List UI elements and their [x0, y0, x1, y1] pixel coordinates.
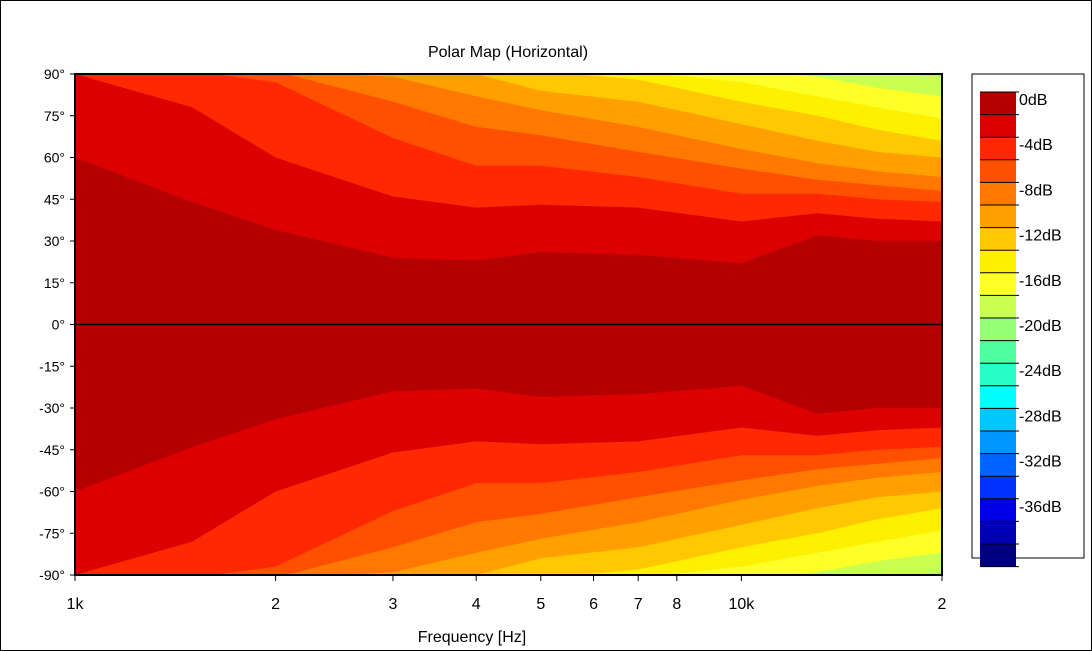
- legend-swatch: [980, 453, 1016, 477]
- x-tick-label: 8: [672, 596, 681, 613]
- legend-swatch: [980, 205, 1016, 228]
- legend-swatch: [980, 272, 1016, 296]
- legend-swatch: [980, 318, 1016, 341]
- x-tick-label: 4: [472, 596, 481, 613]
- x-axis-label: Frequency [Hz]: [418, 629, 526, 646]
- legend-swatch: [980, 385, 1016, 409]
- y-tick-label: -60°: [39, 484, 65, 500]
- legend-swatch: [980, 408, 1016, 431]
- y-tick-label: -15°: [39, 358, 65, 374]
- legend-label: -8dB: [1019, 182, 1053, 199]
- x-tick-label: 6: [589, 596, 598, 613]
- x-tick-label: 3: [388, 596, 397, 613]
- legend-swatch: [980, 476, 1016, 499]
- legend-swatch: [980, 363, 1016, 386]
- legend-label: -4dB: [1019, 137, 1053, 154]
- y-tick-label: 30°: [44, 233, 65, 249]
- legend-swatch: [980, 92, 1016, 115]
- y-tick-label: 15°: [44, 275, 65, 291]
- y-tick-label: -45°: [39, 442, 65, 458]
- legend-label: -20dB: [1019, 318, 1062, 335]
- legend-swatch: [980, 137, 1016, 160]
- chart-title: Polar Map (Horizontal): [428, 44, 588, 61]
- y-tick-label: -30°: [39, 400, 65, 416]
- y-tick-label: 60°: [44, 150, 65, 166]
- x-tick-label: 10k: [728, 596, 755, 613]
- legend-swatch: [980, 182, 1016, 205]
- legend-label: -28dB: [1019, 408, 1062, 425]
- legend-swatch: [980, 521, 1016, 544]
- legend-label: -12dB: [1019, 228, 1062, 245]
- x-tick-label: 1k: [67, 596, 85, 613]
- legend: 0dB -4dB -8dB -12dB -16dB -20dB -24dB -28dB -32d…: [971, 73, 1085, 568]
- legend-swatch: [980, 227, 1016, 251]
- legend-label: -36dB: [1019, 499, 1062, 516]
- plot-area: [75, 74, 942, 575]
- legend-label: -16dB: [1019, 273, 1062, 290]
- y-tick-label: 0°: [52, 317, 65, 333]
- x-tick-label: 7: [634, 596, 643, 613]
- y-tick-label: -75°: [39, 525, 65, 541]
- x-axis: 1k 2 3 4 5 6 7 8 10k 2: [67, 575, 947, 613]
- legend-swatch: [980, 295, 1016, 318]
- y-tick-label: 45°: [44, 191, 65, 207]
- y-tick-label: -90°: [39, 567, 65, 583]
- y-axis: 90° 75° 60° 45° 30° 15° 0° -15° -30° -45° -60° -75°…: [39, 66, 75, 583]
- x-tick-label: 2: [271, 596, 280, 613]
- y-tick-label: 75°: [44, 108, 65, 124]
- y-tick-label: 90°: [44, 66, 65, 82]
- legend-swatch: [980, 544, 1016, 567]
- legend-swatch: [980, 250, 1016, 273]
- legend-swatch: [980, 431, 1016, 454]
- legend-swatch: [980, 340, 1016, 364]
- legend-swatch: [980, 159, 1016, 183]
- legend-label: 0dB: [1019, 92, 1047, 109]
- legend-swatch: [980, 114, 1016, 138]
- legend-swatch: [980, 498, 1016, 522]
- legend-label: -24dB: [1019, 363, 1062, 380]
- legend-label: -32dB: [1019, 454, 1062, 471]
- x-tick-label: 5: [536, 596, 545, 613]
- x-tick-label: 2: [938, 596, 947, 613]
